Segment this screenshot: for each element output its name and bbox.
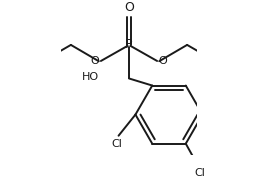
Text: Cl: Cl: [195, 168, 205, 178]
Text: O: O: [91, 56, 99, 66]
Text: Cl: Cl: [111, 139, 122, 149]
Text: O: O: [124, 1, 134, 14]
Text: O: O: [159, 56, 167, 66]
Text: P: P: [125, 38, 133, 51]
Text: HO: HO: [82, 72, 99, 82]
